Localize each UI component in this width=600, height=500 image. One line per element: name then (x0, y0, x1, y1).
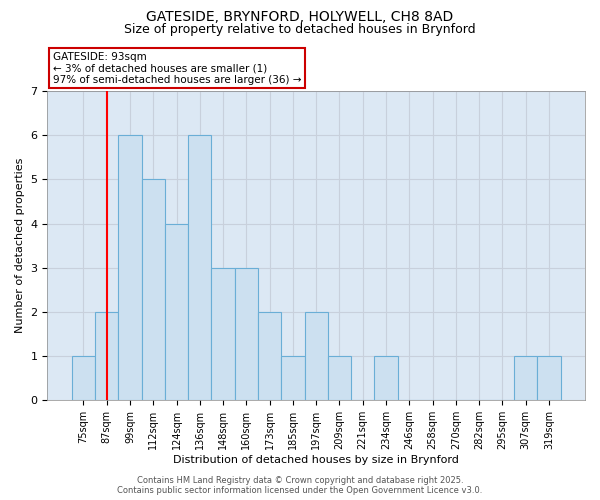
Text: GATESIDE: 93sqm
← 3% of detached houses are smaller (1)
97% of semi-detached hou: GATESIDE: 93sqm ← 3% of detached houses … (53, 52, 301, 84)
Bar (211, 268, 235, 400)
Bar (95, 312, 118, 400)
Bar (537, 356, 560, 401)
Text: Contains HM Land Registry data © Crown copyright and database right 2025.
Contai: Contains HM Land Registry data © Crown c… (118, 476, 482, 495)
Bar (118, 135, 142, 400)
Text: GATESIDE, BRYNFORD, HOLYWELL, CH8 8AD: GATESIDE, BRYNFORD, HOLYWELL, CH8 8AD (146, 10, 454, 24)
X-axis label: Distribution of detached houses by size in Brynford: Distribution of detached houses by size … (173, 455, 459, 465)
Bar (258, 312, 281, 400)
Bar (328, 356, 351, 401)
Bar (235, 268, 258, 400)
Bar (374, 356, 398, 401)
Text: Size of property relative to detached houses in Brynford: Size of property relative to detached ho… (124, 22, 476, 36)
Y-axis label: Number of detached properties: Number of detached properties (15, 158, 25, 334)
Bar (305, 312, 328, 400)
Bar (514, 356, 537, 401)
Bar (72, 356, 95, 401)
Bar (188, 135, 211, 400)
Bar (281, 356, 305, 401)
Bar (142, 180, 165, 400)
Bar (165, 224, 188, 400)
